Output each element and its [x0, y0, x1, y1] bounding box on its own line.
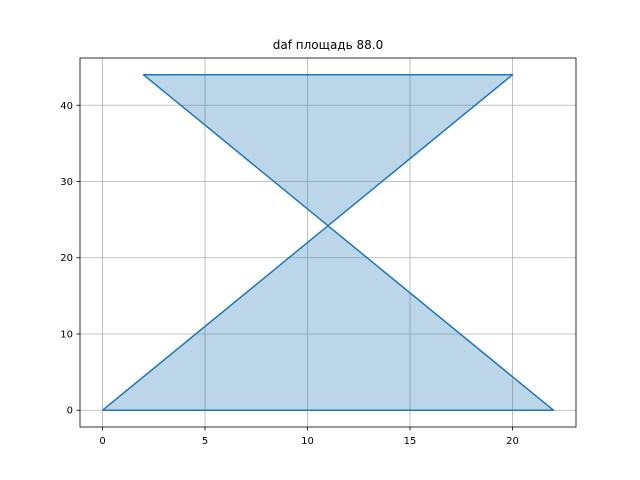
axes-frame [79, 57, 577, 428]
y-tick-label: 0 [67, 406, 73, 417]
y-tick-label: 20 [60, 253, 73, 264]
y-tick-label: 30 [60, 177, 73, 188]
x-tick-label: 20 [506, 436, 519, 447]
x-tick-label: 0 [99, 436, 105, 447]
series-fill [102, 74, 554, 411]
x-tick-label: 5 [202, 436, 208, 447]
y-tick-label: 40 [60, 101, 73, 112]
plot-data [102, 74, 555, 411]
chart-title: daf площадь 88.0 [273, 38, 383, 52]
y-tick-label: 10 [60, 329, 73, 340]
x-tick-label: 15 [404, 436, 417, 447]
x-tick-label: 10 [301, 436, 314, 447]
ticks: 0 5 10 15 20 0 10 20 30 40 [60, 101, 519, 447]
series-line [102, 74, 555, 411]
